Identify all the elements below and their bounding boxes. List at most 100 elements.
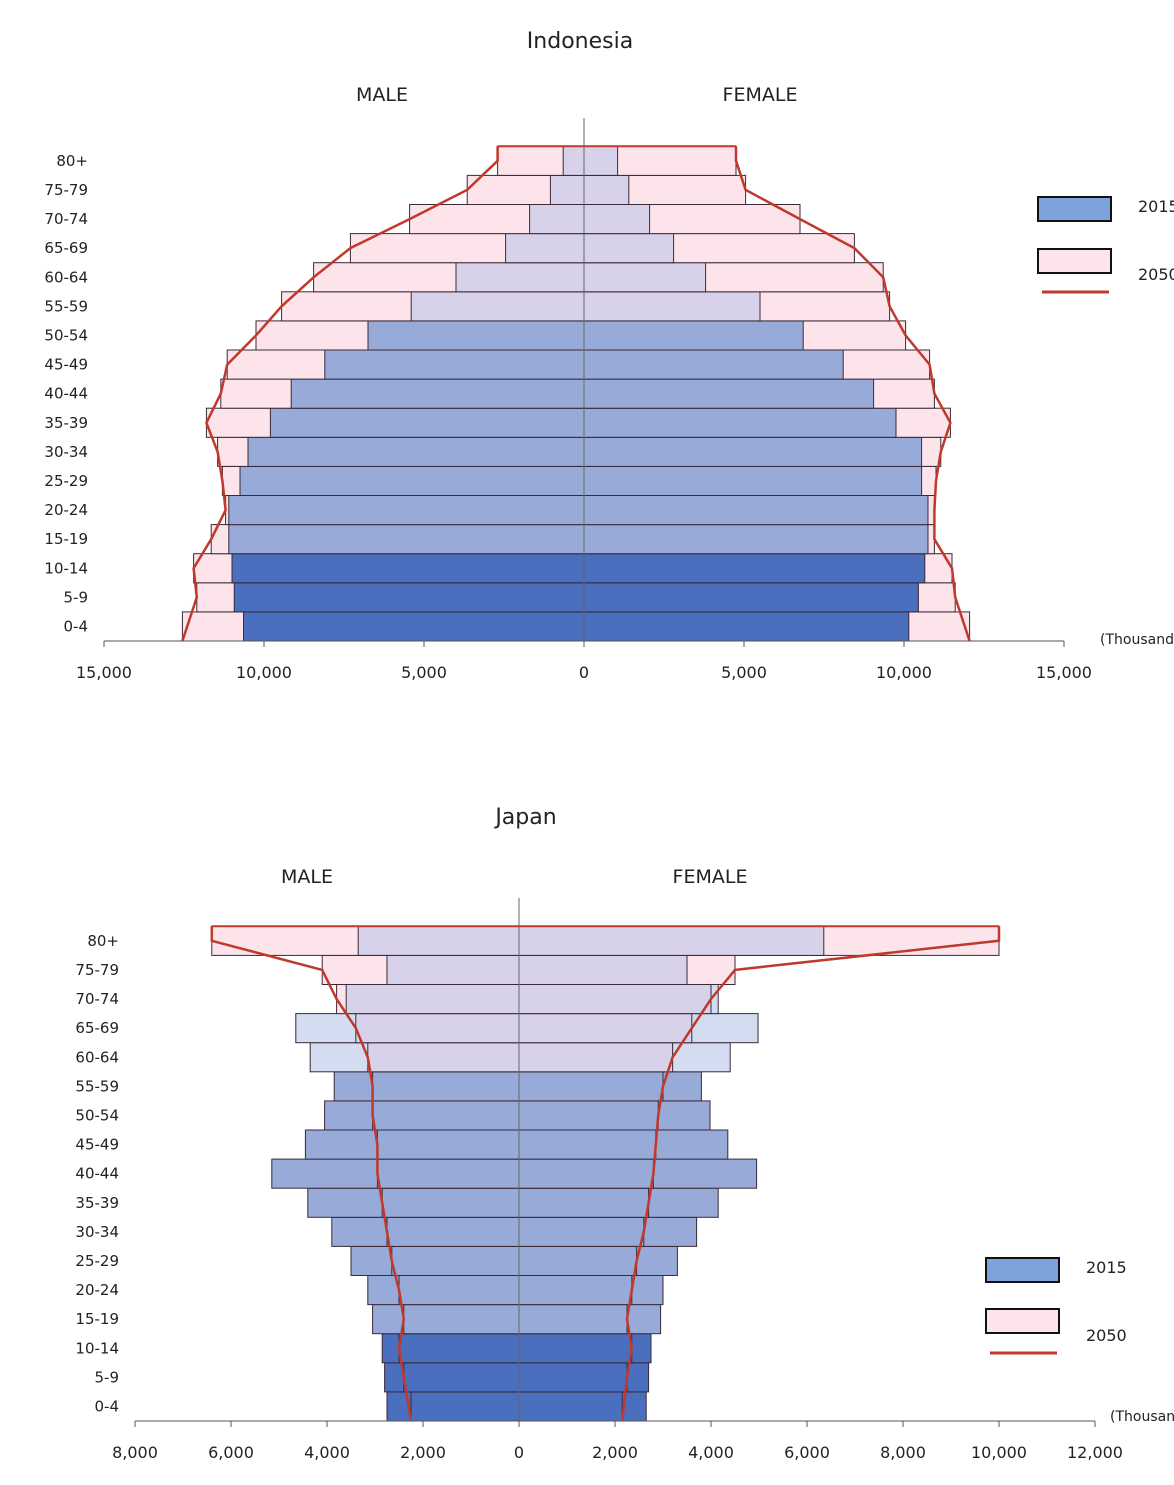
bar-2015-female-50-54: [583, 320, 804, 351]
x-tick-label: 4,000: [304, 1443, 350, 1462]
bar-2015-female-25-29: [583, 465, 923, 496]
bar-2015-male-60-64: [455, 262, 585, 293]
bar-2050-female-20-24: [518, 1275, 633, 1306]
age-label: 10-14: [75, 1339, 119, 1357]
legend-label-2015: 2015: [1086, 1258, 1127, 1277]
x-tick-label: 2,000: [592, 1443, 638, 1462]
age-label: 0-4: [64, 617, 89, 635]
bar-2015-male-20-24: [228, 495, 585, 526]
bar-2015-male-45-49: [324, 349, 585, 380]
bar-2050-female-45-49: [518, 1129, 657, 1160]
bar-2050-male-5-9: [403, 1362, 520, 1393]
x-tick-label: 5,000: [721, 663, 767, 682]
legend-swatch-2050: [985, 1308, 1060, 1334]
legend: 2015 2050: [1037, 196, 1174, 294]
bar-2015-female-30-34: [583, 436, 923, 467]
legend-label-2050: 2050: [1086, 1326, 1127, 1345]
x-tick-label: 15,000: [1036, 663, 1092, 682]
age-label: 75-79: [75, 961, 119, 979]
bar-2015-male-70-74: [529, 204, 585, 235]
bar-2015-female-80+: [518, 925, 825, 956]
age-label: 10-14: [44, 559, 88, 577]
bar-2050-female-15-19: [518, 1304, 628, 1335]
bar-2015-female-20-24: [583, 495, 929, 526]
line-2050-male: [210, 926, 413, 1422]
age-label: 25-29: [75, 1252, 119, 1270]
bar-2015-female-5-9: [583, 582, 919, 613]
age-label: 60-64: [44, 268, 88, 286]
bar-2050-male-60-64: [367, 1042, 520, 1073]
bar-2015-female-55-59: [583, 291, 761, 322]
bar-2015-female-45-49: [583, 349, 844, 380]
age-label: 35-39: [75, 1194, 119, 1212]
age-label: 45-49: [75, 1136, 119, 1154]
age-label: 30-34: [44, 443, 88, 461]
age-label: 65-69: [44, 239, 88, 257]
age-label: 20-24: [75, 1281, 119, 1299]
age-label: 15-19: [75, 1310, 119, 1328]
age-label: 20-24: [44, 501, 88, 519]
bar-2015-female-40-44: [583, 378, 875, 409]
bar-2015-female-60-64: [583, 262, 707, 293]
bar-2015-male-55-59: [410, 291, 585, 322]
bar-2050-female-65-69: [518, 1013, 693, 1044]
bar-2050-male-20-24: [398, 1275, 520, 1306]
bar-2015-female-0-4: [583, 611, 910, 642]
chart-title: Japan: [493, 805, 556, 830]
unit-label: (Thousan: [1110, 1409, 1174, 1425]
bar-2015-male-75-79: [386, 954, 520, 986]
bar-2050-female-25-29: [518, 1245, 638, 1277]
age-label: 60-64: [75, 1048, 119, 1066]
age-label: 70-74: [44, 210, 88, 228]
x-tick-label: 0: [514, 1443, 524, 1462]
bar-2050-female-55-59: [518, 1071, 664, 1102]
age-label: 40-44: [75, 1165, 119, 1183]
x-tick-label: 10,000: [236, 663, 292, 682]
bar-2050-male-0-4: [410, 1391, 520, 1422]
bar-2015-male-50-54: [367, 320, 585, 351]
bar-2050-male-40-44: [376, 1158, 520, 1189]
bar-2050-female-60-64: [518, 1042, 674, 1073]
age-label: 5-9: [95, 1368, 120, 1386]
x-tick-label: 4,000: [688, 1443, 734, 1462]
bar-2015-female-80+: [583, 145, 619, 176]
male-label: MALE: [356, 84, 408, 106]
bar-2050-male-55-59: [372, 1071, 520, 1102]
age-label: 80+: [56, 152, 88, 170]
bar-2015-female-10-14: [583, 553, 926, 584]
bar-2050-male-50-54: [372, 1100, 520, 1131]
line-2050-female: [620, 926, 1001, 1422]
bar-2050-male-25-29: [391, 1245, 520, 1277]
bar-2050-male-45-49: [376, 1129, 520, 1160]
bar-2015-male-0-4: [243, 611, 585, 642]
bar-2050-female-50-54: [518, 1100, 659, 1131]
bar-2015-male-15-19: [228, 524, 585, 555]
bar-2050-male-10-14: [398, 1333, 520, 1364]
bar-2050-female-40-44: [518, 1158, 654, 1189]
age-label: 70-74: [75, 990, 119, 1008]
female-label: FEMALE: [723, 84, 798, 106]
x-tick-label: 2,000: [400, 1443, 446, 1462]
x-tick-label: 0: [579, 663, 589, 682]
bar-2015-male-25-29: [239, 465, 585, 496]
age-label: 40-44: [44, 385, 88, 403]
x-tick-label: 15,000: [76, 663, 132, 682]
bar-2050-female-10-14: [518, 1333, 633, 1364]
bar-2015-male-65-69: [505, 233, 585, 264]
pyramid-japan: Japan MALE FEMALE 8,000 6,000 4,000 2,000 0 2,00…: [75, 805, 1174, 1462]
x-tick-label: 10,000: [971, 1443, 1027, 1462]
legend: 2015 2050: [985, 1257, 1127, 1355]
bar-2015-female-75-79: [583, 174, 630, 205]
age-label: 55-59: [44, 297, 88, 315]
bar-2015-male-10-14: [231, 553, 585, 584]
age-label: 15-19: [44, 530, 88, 548]
female-label: FEMALE: [673, 866, 748, 888]
bar-2015-male-5-9: [233, 582, 585, 613]
bar-2015-male-80+: [357, 925, 520, 956]
male-label: MALE: [281, 866, 333, 888]
x-tick-label: 6,000: [784, 1443, 830, 1462]
bar-2015-male-30-34: [247, 436, 585, 467]
chart-title: Indonesia: [527, 29, 633, 54]
legend-swatch-2015: [1037, 196, 1112, 222]
